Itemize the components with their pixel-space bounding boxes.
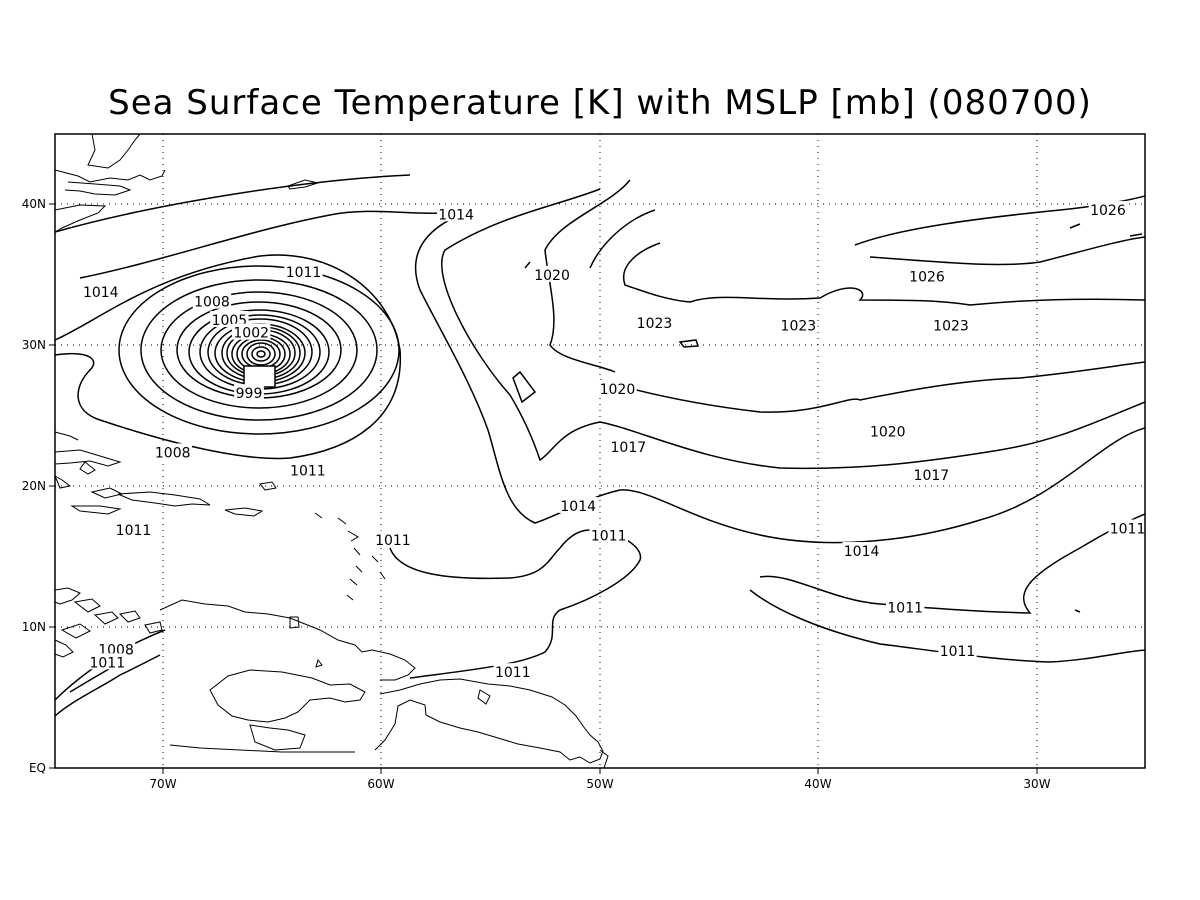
contour-label-background [779,316,818,333]
contour-label-background [153,443,192,460]
contour-labels: 1014 1020 1026 1026 1023 1023 1023 1014 1011 1008… [81,201,1147,681]
contour-label: 1011 [375,533,411,549]
contour-label: 1017 [914,468,950,484]
y-tick-label: 20N [22,479,46,493]
contour-label: 1002 [233,326,269,342]
contour-label-background [210,310,249,327]
contour-label-background [373,530,413,547]
contour-label-background [842,542,881,559]
contour-label-background [493,663,532,680]
x-tick-label: 60W [367,777,394,791]
contour-label-background [436,205,476,222]
contour-label: 1011 [1110,521,1146,537]
coastlines [53,133,609,769]
contour-label: 1011 [887,600,923,616]
contour-label-background [532,265,572,282]
contour-label: 1011 [591,529,627,545]
contour-label-background [81,282,120,299]
contour-label: 1014 [560,499,596,515]
contour-label-background [912,465,951,482]
contour-label-background [598,380,637,397]
contour-label-background [232,323,271,340]
contour-label: 1011 [495,665,531,681]
contour-label: 1017 [611,440,647,456]
contour-label-background [288,461,328,478]
contour-label: 1008 [155,445,191,461]
contour-label: 1023 [933,319,969,335]
contour-label: 1014 [844,544,880,560]
contour-label-background [938,642,977,659]
contour-label: 1011 [290,464,326,480]
contour-label-background [96,640,136,657]
contour-label: 1008 [194,295,230,311]
contour-label: 1011 [116,523,152,539]
contour-label: 1014 [438,207,474,223]
contour-label: 1023 [637,316,673,332]
contour-label: 1011 [89,655,125,671]
y-tick-label: 40N [22,197,46,211]
x-tick-label: 30W [1023,777,1050,791]
y-tick-label: EQ [29,761,46,775]
contour-label: 1014 [83,285,119,301]
contour-label-background [88,653,127,670]
x-axis: 70W 60W 50W 40W 30W [149,768,1051,791]
graticule [55,134,1145,768]
contour-label-background [931,316,971,333]
contour-label: 1020 [534,268,570,284]
contour-label-background [635,313,674,330]
x-tick-label: 40W [804,777,831,791]
map-title: Sea Surface Temperature [K] with MSLP [m… [108,83,1092,123]
contour-label: 1011 [286,265,322,281]
x-tick-label: 50W [586,777,613,791]
contour-label-background [868,422,907,439]
contour-label: 1026 [1090,203,1126,219]
y-tick-label: 10N [22,620,46,634]
contour-label: 1011 [940,644,976,660]
contour-label-background [234,384,264,401]
contour-label-background [886,598,925,615]
contour-label-background [1088,201,1128,218]
contour-label-background [609,437,648,454]
contour-label-background [559,496,598,513]
contour-label: 1020 [870,424,906,440]
contour-label-background [284,263,323,280]
x-tick-label: 70W [149,777,176,791]
contour-label-background [1108,519,1147,536]
contour-label-background [907,267,947,284]
contour-label: 1026 [909,269,945,285]
contour-label-background [114,520,153,537]
contour-label: 1023 [781,319,817,335]
contour-label: 1020 [600,382,636,398]
contour-label: 999 [236,386,263,402]
y-axis: 40N 30N 20N 10N EQ [22,197,55,775]
y-tick-label: 30N [22,338,46,352]
contour-label-background [192,292,232,309]
contour-label-background [589,526,628,543]
